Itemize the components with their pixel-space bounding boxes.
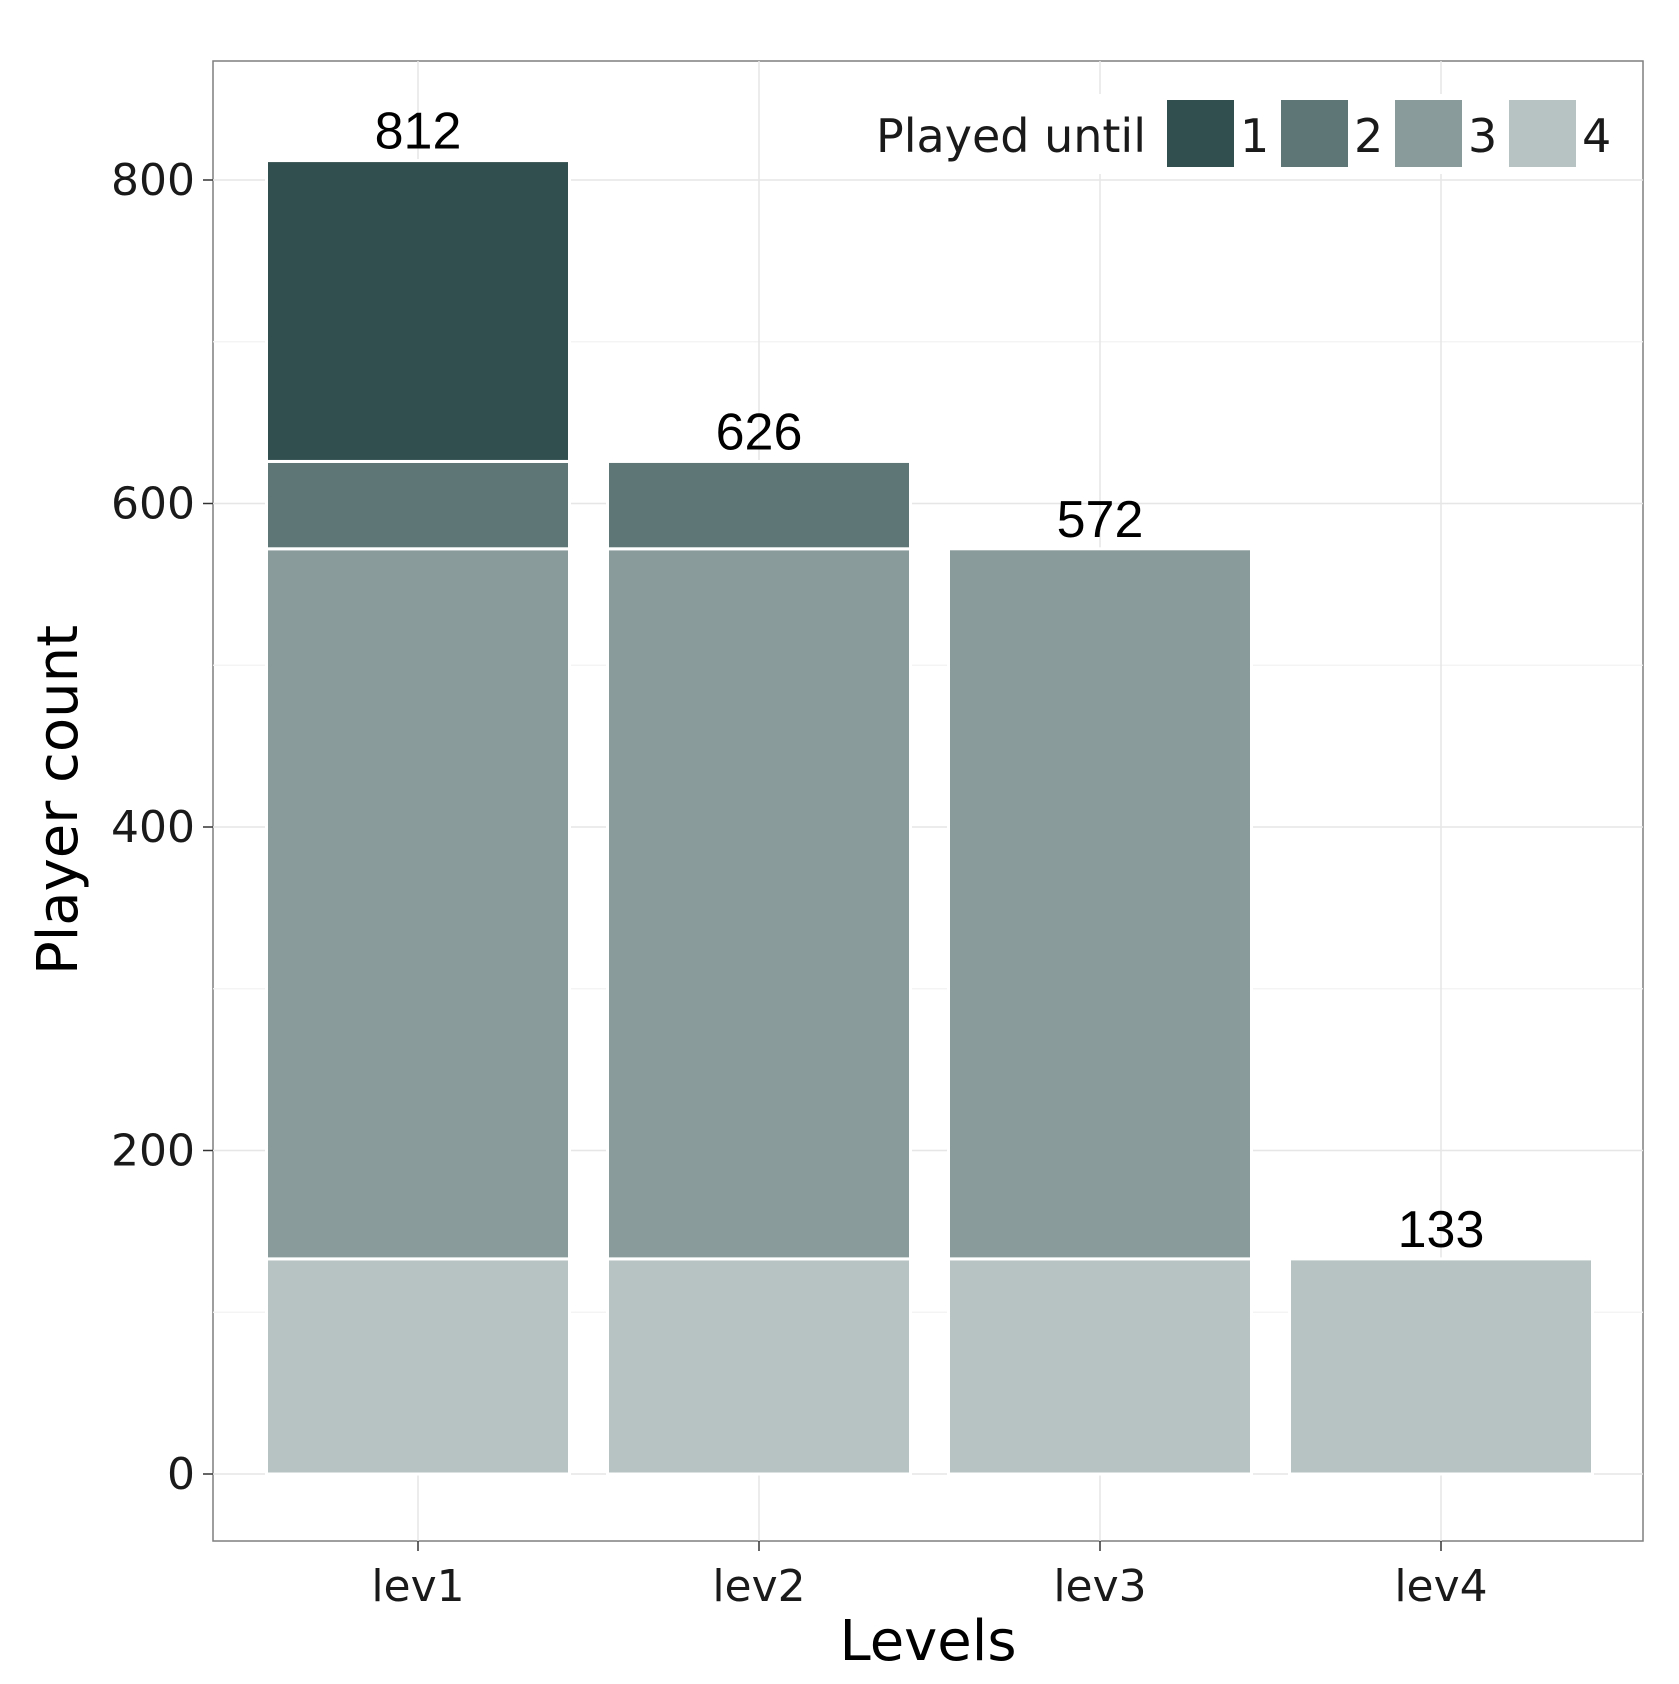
bar-total-label: 572 xyxy=(1057,491,1144,549)
y-tick-label: 0 xyxy=(167,1449,195,1500)
legend-label-2: 2 xyxy=(1354,109,1383,163)
y-tick-label: 600 xyxy=(111,479,195,530)
bar-segment-lev3-series-3 xyxy=(947,547,1253,1261)
bar-segment-lev3-series-4 xyxy=(947,1257,1253,1476)
x-axis-title: Levels xyxy=(840,1609,1017,1674)
bar-total-labels: 812 626 572 133 xyxy=(375,103,1485,1259)
legend-label-1: 1 xyxy=(1240,109,1269,163)
bar-segment-lev2-series-3 xyxy=(606,547,912,1261)
legend-swatch-3 xyxy=(1395,100,1462,167)
legend-label-3: 3 xyxy=(1468,109,1497,163)
y-axis: 0 200 400 600 800 xyxy=(111,155,213,1500)
legend-swatch-4 xyxy=(1509,100,1576,167)
bar-total-label: 133 xyxy=(1398,1201,1485,1259)
bar-total-label: 812 xyxy=(375,103,462,161)
legend: Played until 1 2 3 4 xyxy=(850,94,1620,174)
y-tick-label: 400 xyxy=(111,802,195,853)
legend-swatch-2 xyxy=(1281,100,1348,167)
legend-swatch-1 xyxy=(1167,100,1234,167)
bar-segment-lev4-series-4 xyxy=(1288,1257,1594,1476)
x-tick-label: lev1 xyxy=(371,1561,464,1612)
x-tick-label: lev4 xyxy=(1394,1561,1487,1612)
bar-segment-lev1-series-3 xyxy=(265,547,571,1261)
legend-background xyxy=(850,94,1620,174)
x-tick-label: lev3 xyxy=(1053,1561,1146,1612)
bar-total-label: 626 xyxy=(716,403,803,461)
y-tick-label: 200 xyxy=(111,1126,195,1177)
x-axis: lev1 lev2 lev3 lev4 xyxy=(371,1541,1488,1612)
x-tick-label: lev2 xyxy=(712,1561,805,1612)
bar-segment-lev1-series-1 xyxy=(265,159,571,463)
bar-segment-lev2-series-4 xyxy=(606,1257,912,1476)
legend-label-4: 4 xyxy=(1582,109,1611,163)
bar-segment-lev2-series-2 xyxy=(606,459,912,551)
bar-segment-lev1-series-4 xyxy=(265,1257,571,1476)
legend-title: Played until xyxy=(876,109,1146,163)
bars xyxy=(265,159,1594,1476)
y-axis-title: Player count xyxy=(26,625,91,975)
bar-segment-lev1-series-2 xyxy=(265,459,571,551)
y-tick-label: 800 xyxy=(111,155,195,206)
